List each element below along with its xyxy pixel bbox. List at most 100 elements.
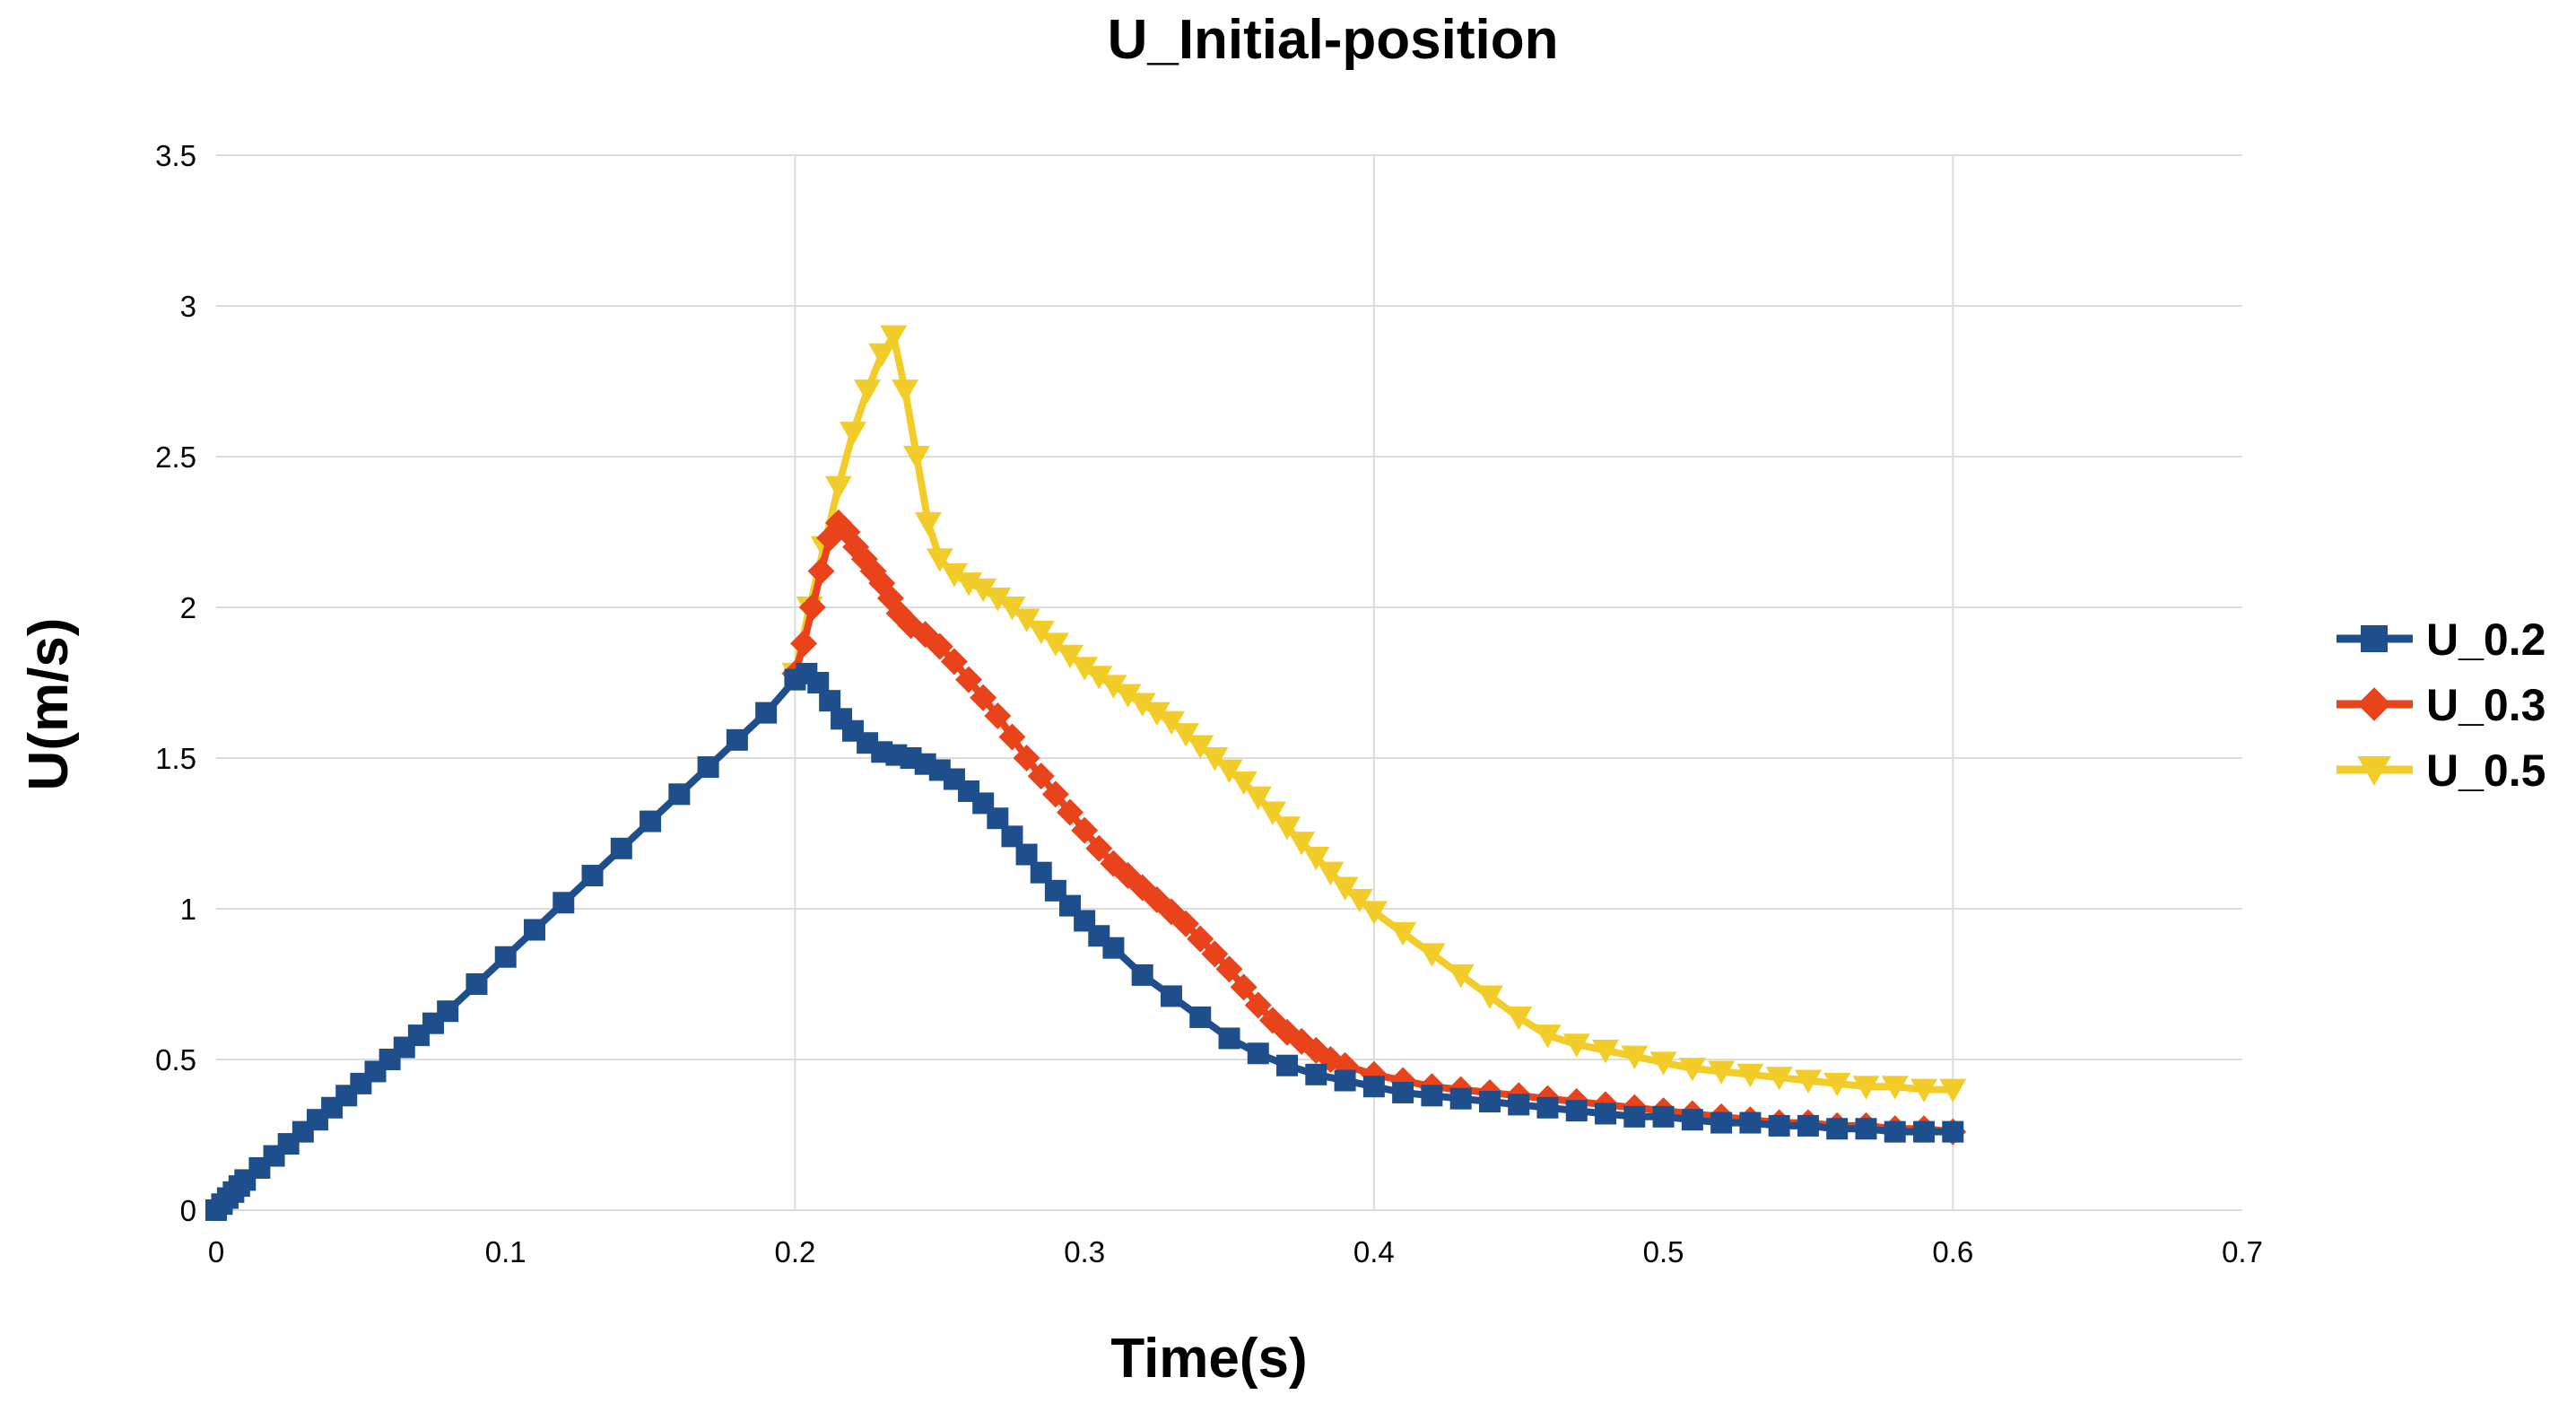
data-point (940, 648, 968, 675)
data-point (1230, 973, 1258, 1001)
x-tick-label: 0.6 (1932, 1235, 1973, 1268)
legend-marker (2357, 687, 2391, 721)
data-point (1621, 1045, 1649, 1070)
data-point (1258, 801, 1286, 825)
y-tick-label: 3.5 (155, 139, 196, 172)
axis-layer: 0 0.5 1 1.5 2 2.5 3 3.5 0 0.1 0.2 0.3 0.4 0.5 0.6 0.7 (155, 139, 2263, 1268)
y-tick-label: 0.5 (155, 1043, 196, 1076)
data-point (1478, 1091, 1501, 1113)
data-point (1939, 1078, 1967, 1103)
data-point (914, 511, 942, 536)
legend-label: U_0.2 (2426, 614, 2546, 665)
data-point (926, 548, 953, 572)
data-point (1649, 1051, 1677, 1076)
data-point (1114, 684, 1142, 708)
data-point (1230, 771, 1258, 796)
data-point (970, 684, 997, 711)
x-tick-label: 0.4 (1353, 1235, 1395, 1268)
data-point (494, 946, 517, 968)
data-point (940, 563, 968, 588)
data-point (1565, 1100, 1588, 1122)
data-point (1855, 1118, 1877, 1140)
y-axis-title: U(m/s) (18, 618, 80, 791)
data-point (1201, 747, 1229, 771)
y-tick-label: 1 (180, 893, 196, 926)
data-point (1276, 1054, 1299, 1076)
data-point (726, 728, 748, 751)
x-tick-label: 0.5 (1643, 1235, 1684, 1268)
data-point (1360, 901, 1388, 925)
data-point (553, 892, 575, 914)
data-point (1418, 943, 1446, 967)
data-point (1710, 1111, 1733, 1134)
data-point (1852, 1076, 1880, 1100)
data-point (984, 587, 1012, 612)
data-point (1884, 1120, 1906, 1143)
y-tick-label: 1.5 (155, 742, 196, 775)
series-U_0.2 (205, 662, 1964, 1221)
data-point (1100, 675, 1127, 699)
legend-item: U_0.3 (2337, 680, 2546, 730)
data-point (1189, 1006, 1212, 1028)
data-point (437, 1000, 459, 1023)
data-point (1449, 1087, 1472, 1110)
data-point (523, 919, 545, 941)
data-point (902, 446, 930, 470)
data-point (807, 557, 835, 585)
data-point (1765, 1067, 1793, 1091)
y-tick-label: 3 (180, 290, 196, 323)
data-point (1085, 666, 1113, 690)
data-point (798, 594, 826, 621)
data-point (1362, 1076, 1385, 1098)
data-point (1913, 1120, 1936, 1143)
data-point (1739, 1111, 1762, 1134)
data-point (1057, 644, 1084, 669)
data-point (1345, 888, 1373, 913)
data-point (1001, 825, 1023, 848)
data-point (1536, 1096, 1559, 1119)
data-point (1595, 1103, 1617, 1125)
series-layer (205, 325, 1967, 1221)
data-point (1187, 925, 1214, 953)
legend-label: U_0.5 (2426, 745, 2546, 796)
data-point (1215, 759, 1243, 783)
data-point (1652, 1105, 1675, 1128)
data-point (1302, 846, 1330, 871)
y-tick-label: 2.5 (155, 440, 196, 474)
data-point (697, 756, 719, 779)
data-point (1160, 985, 1182, 1007)
x-axis-title: Time(s) (1110, 1328, 1307, 1390)
data-point (1218, 1027, 1240, 1050)
x-tick-label: 0.2 (774, 1235, 815, 1268)
data-point (1334, 1069, 1356, 1092)
data-point (984, 702, 1012, 729)
data-point (1317, 861, 1345, 886)
data-point (868, 343, 896, 368)
x-tick-label: 0.3 (1064, 1235, 1105, 1268)
data-point (854, 379, 882, 404)
data-point (466, 973, 488, 995)
data-point (1592, 1039, 1620, 1064)
legend-marker (2357, 756, 2391, 786)
data-point (1131, 963, 1153, 986)
data-point (1215, 955, 1243, 983)
data-point (1534, 1024, 1562, 1049)
data-point (1172, 910, 1200, 937)
data-point (1708, 1060, 1736, 1085)
y-tick-label: 0 (180, 1194, 196, 1227)
data-point (1331, 876, 1359, 901)
data-point (1128, 693, 1156, 717)
data-point (819, 690, 841, 712)
data-point (1910, 1078, 1938, 1103)
legend: U_0.2 U_0.3 U_0.5 (2337, 614, 2546, 796)
data-point (1736, 1063, 1764, 1088)
data-point (1041, 780, 1069, 808)
data-point (1562, 1033, 1590, 1058)
data-point (668, 783, 691, 806)
data-point (807, 672, 830, 693)
data-point (955, 666, 983, 693)
data-point (1244, 786, 1272, 811)
data-point (1794, 1069, 1822, 1094)
data-point (1027, 763, 1055, 790)
